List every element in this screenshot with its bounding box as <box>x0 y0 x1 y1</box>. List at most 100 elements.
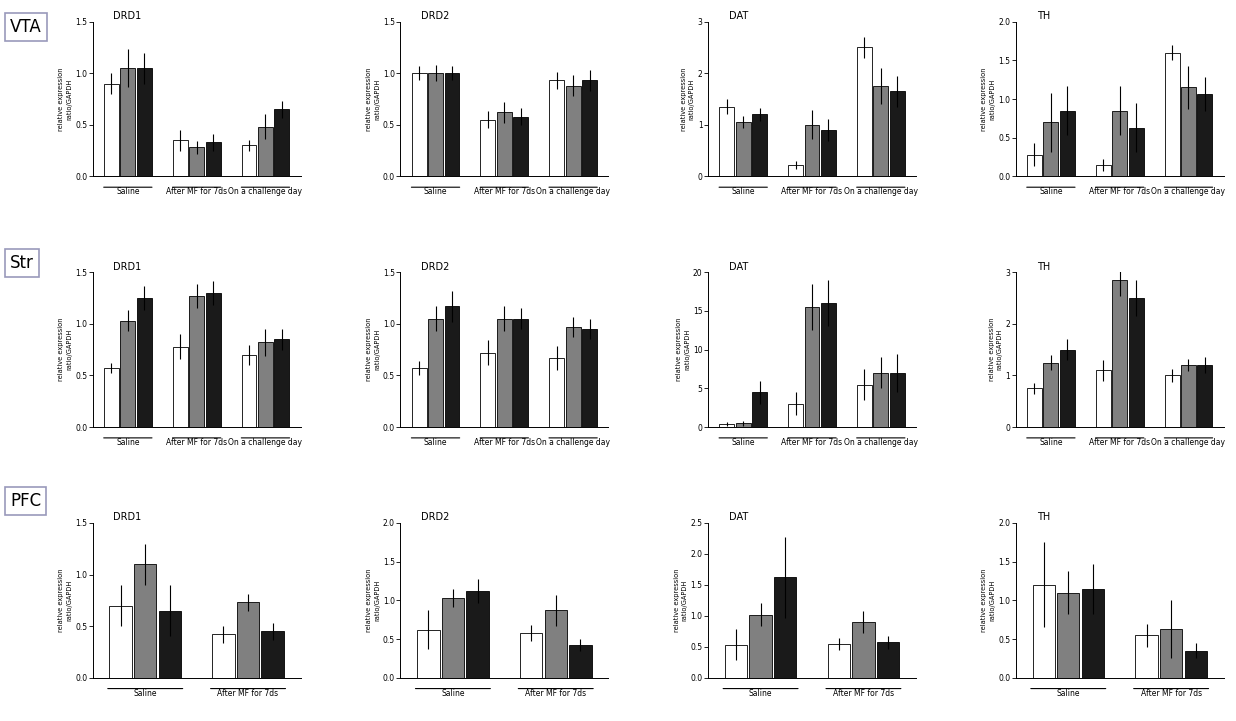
Bar <box>445 306 460 427</box>
Bar <box>104 84 119 177</box>
Bar <box>481 353 496 427</box>
Text: DAT: DAT <box>729 512 748 522</box>
Bar <box>274 340 289 427</box>
Bar <box>789 165 803 177</box>
Bar <box>520 633 543 678</box>
Bar <box>1159 629 1183 678</box>
Text: DRD2: DRD2 <box>421 512 450 522</box>
Bar <box>569 645 592 678</box>
Text: DRD1: DRD1 <box>114 11 142 21</box>
Y-axis label: relative expression
ratio/GAPDH: relative expression ratio/GAPDH <box>58 569 72 632</box>
Bar <box>137 298 152 427</box>
Bar <box>274 110 289 177</box>
Bar <box>1043 363 1058 427</box>
Bar <box>857 48 871 177</box>
Bar <box>805 125 819 177</box>
Bar <box>890 373 905 427</box>
Bar <box>1112 110 1127 177</box>
Bar <box>821 130 836 177</box>
Y-axis label: relative expression
ratio/GAPDH: relative expression ratio/GAPDH <box>58 67 72 131</box>
Bar <box>497 112 512 177</box>
Text: DRD2: DRD2 <box>421 262 450 272</box>
Text: VTA: VTA <box>10 18 42 36</box>
Bar <box>133 565 157 678</box>
Bar <box>1027 155 1042 177</box>
Bar <box>481 120 496 177</box>
Text: TH: TH <box>1037 11 1049 21</box>
Bar <box>753 392 768 427</box>
Bar <box>828 644 850 678</box>
Bar <box>110 606 132 678</box>
Bar <box>137 68 152 177</box>
Text: DAT: DAT <box>729 262 748 272</box>
Y-axis label: relative expression
ratio/GAPDH: relative expression ratio/GAPDH <box>366 67 379 131</box>
Bar <box>120 321 135 427</box>
Bar <box>237 603 260 678</box>
Text: TH: TH <box>1037 512 1049 522</box>
Bar <box>1027 389 1042 427</box>
Bar <box>258 127 273 177</box>
Bar <box>1057 593 1079 678</box>
Y-axis label: relative expression
ratio/GAPDH: relative expression ratio/GAPDH <box>989 318 1002 381</box>
Bar <box>1198 365 1213 427</box>
Bar <box>1112 280 1127 427</box>
Bar <box>205 142 220 177</box>
Bar <box>412 74 426 177</box>
Bar <box>753 115 768 177</box>
Bar <box>241 146 257 177</box>
Bar <box>853 622 875 678</box>
Bar <box>213 634 235 678</box>
Bar <box>173 141 188 177</box>
Bar <box>789 404 803 427</box>
Y-axis label: relative expression
ratio/GAPDH: relative expression ratio/GAPDH <box>681 67 695 131</box>
Bar <box>120 68 135 177</box>
Bar <box>262 632 284 678</box>
Bar <box>1082 589 1104 678</box>
Bar <box>719 424 734 427</box>
Text: DRD1: DRD1 <box>114 262 142 272</box>
Bar <box>735 423 750 427</box>
Bar <box>513 319 528 427</box>
Bar <box>549 358 564 427</box>
Text: TH: TH <box>1037 262 1049 272</box>
Bar <box>724 645 748 678</box>
Bar <box>441 598 464 678</box>
Bar <box>158 611 180 678</box>
Bar <box>173 347 188 427</box>
Bar <box>1184 650 1206 678</box>
Y-axis label: relative expression
ratio/GAPDH: relative expression ratio/GAPDH <box>366 318 379 381</box>
Bar <box>1164 376 1179 427</box>
Bar <box>497 319 512 427</box>
Bar <box>890 92 905 177</box>
Bar <box>1136 635 1158 678</box>
Bar <box>1182 87 1196 177</box>
Bar <box>241 355 257 427</box>
Y-axis label: relative expression
ratio/GAPDH: relative expression ratio/GAPDH <box>981 569 995 632</box>
Bar <box>874 373 889 427</box>
Bar <box>749 614 771 678</box>
Text: Str: Str <box>10 254 33 272</box>
Bar <box>428 74 442 177</box>
Bar <box>1032 585 1054 678</box>
Y-axis label: relative expression
ratio/GAPDH: relative expression ratio/GAPDH <box>366 569 379 632</box>
Bar <box>857 384 871 427</box>
Bar <box>412 368 426 427</box>
Bar <box>1043 123 1058 177</box>
Bar <box>1164 53 1179 177</box>
Bar <box>874 86 889 177</box>
Bar <box>566 327 581 427</box>
Bar <box>582 81 597 177</box>
Bar <box>719 107 734 177</box>
Bar <box>545 611 567 678</box>
Y-axis label: relative expression
ratio/GAPDH: relative expression ratio/GAPDH <box>58 318 72 381</box>
Bar <box>821 304 836 427</box>
Bar <box>805 307 819 427</box>
Bar <box>774 578 796 678</box>
Bar <box>189 148 204 177</box>
Bar <box>1059 110 1075 177</box>
Bar <box>876 642 900 678</box>
Bar <box>549 81 564 177</box>
Bar <box>205 293 220 427</box>
Bar <box>582 329 597 427</box>
Y-axis label: relative expression
ratio/GAPDH: relative expression ratio/GAPDH <box>674 569 687 632</box>
